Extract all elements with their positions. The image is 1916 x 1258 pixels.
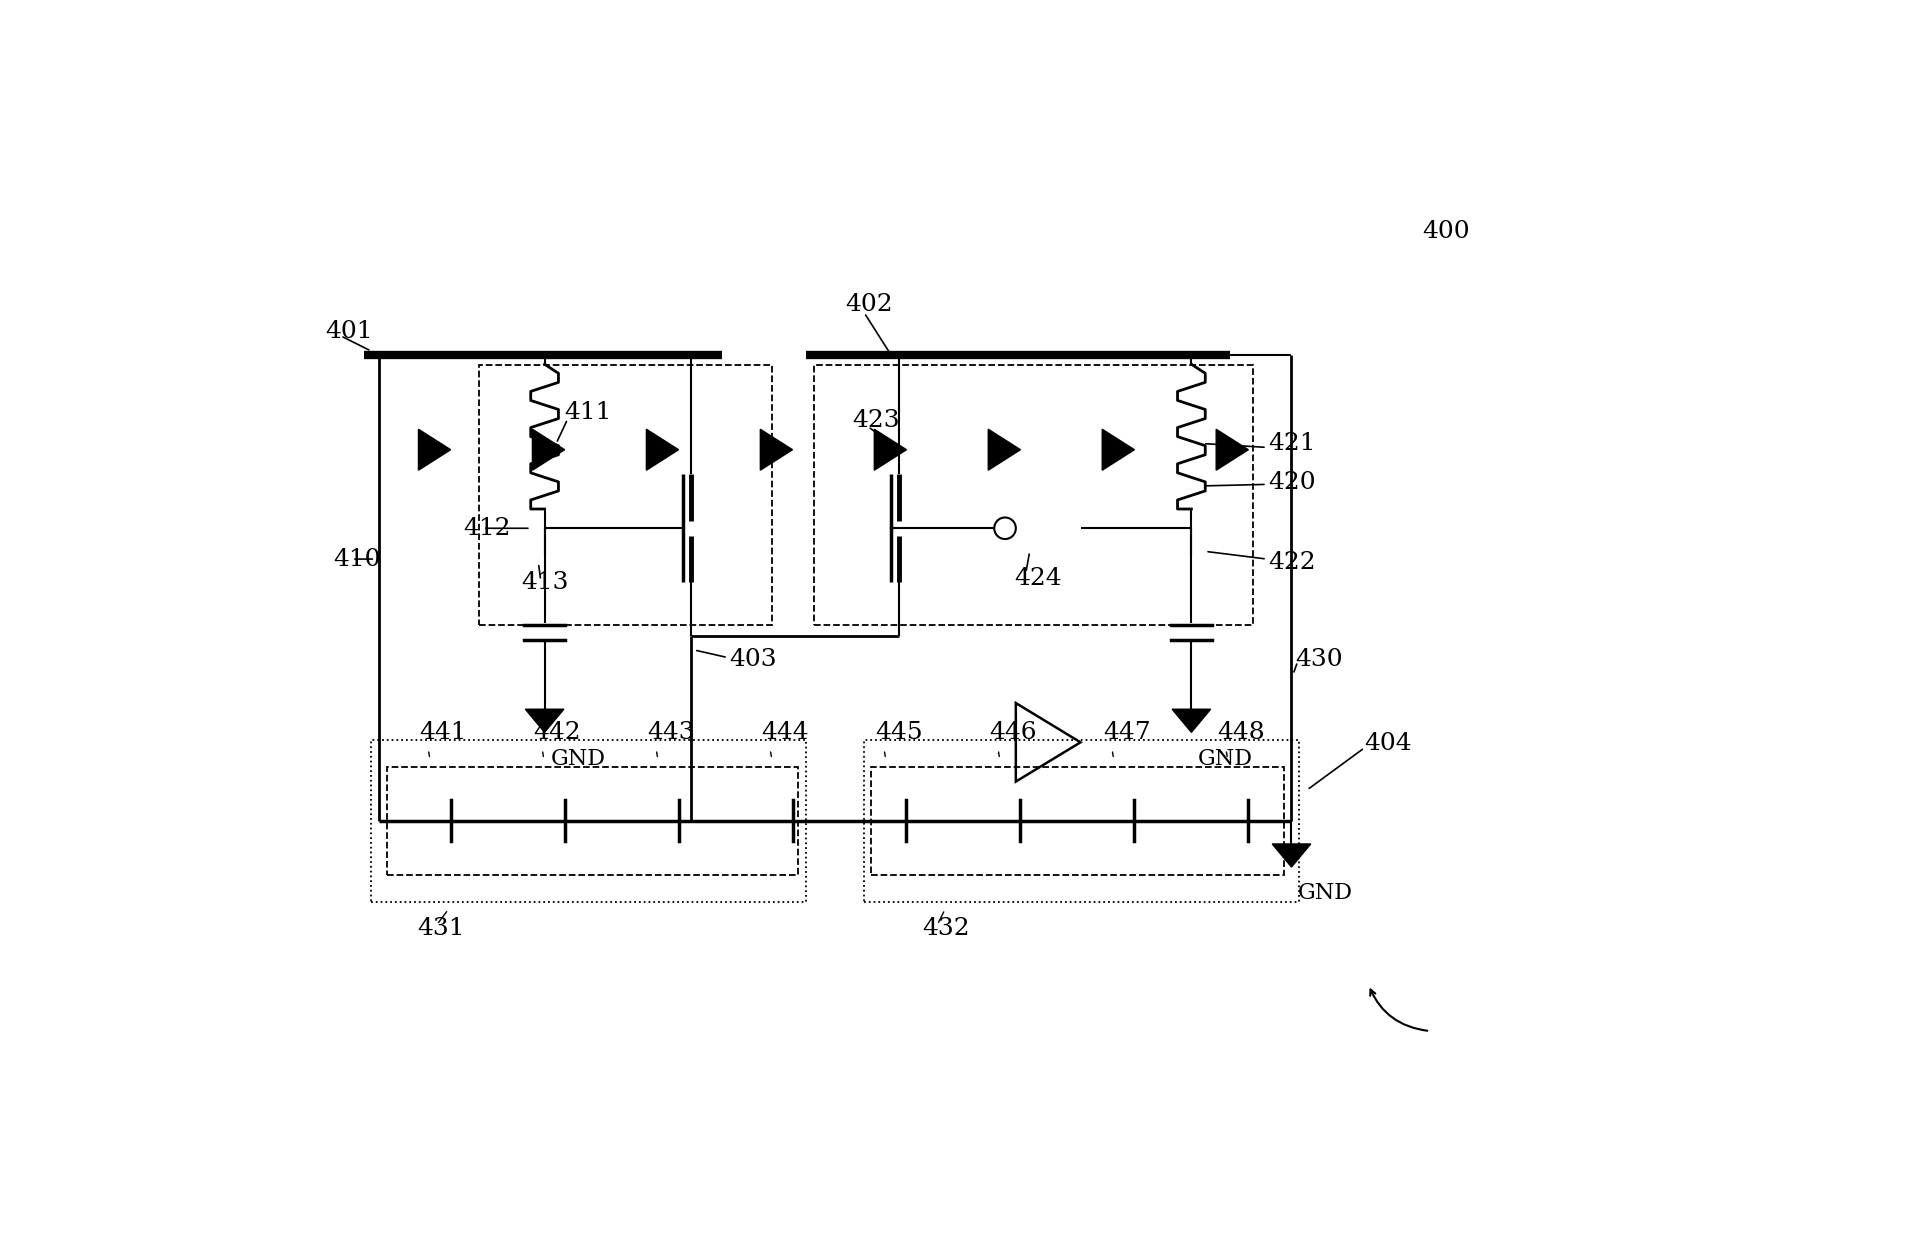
Text: 432: 432: [922, 917, 969, 940]
Polygon shape: [1173, 710, 1211, 732]
Polygon shape: [1102, 429, 1134, 470]
Bar: [864, 740, 1299, 902]
Text: 423: 423: [853, 409, 901, 431]
Text: 402: 402: [845, 293, 893, 317]
Text: 401: 401: [326, 321, 372, 343]
Polygon shape: [1272, 844, 1311, 867]
Text: 410: 410: [333, 547, 381, 571]
Polygon shape: [761, 429, 793, 470]
Polygon shape: [1015, 703, 1081, 781]
Polygon shape: [525, 710, 563, 732]
Text: 444: 444: [761, 721, 809, 743]
Text: 404: 404: [1364, 732, 1412, 755]
Polygon shape: [646, 429, 678, 470]
Text: 411: 411: [563, 401, 611, 424]
Text: 442: 442: [533, 721, 581, 743]
Text: 431: 431: [418, 917, 466, 940]
Bar: [814, 365, 1253, 624]
Polygon shape: [1217, 429, 1249, 470]
Text: 441: 441: [420, 721, 468, 743]
Text: 413: 413: [521, 571, 569, 594]
Text: 430: 430: [1295, 648, 1343, 671]
Bar: [387, 767, 799, 874]
Text: 420: 420: [1268, 470, 1316, 493]
Bar: [479, 365, 772, 624]
Text: 400: 400: [1422, 220, 1470, 243]
Polygon shape: [874, 429, 906, 470]
Bar: [872, 767, 1284, 874]
Polygon shape: [989, 429, 1021, 470]
Text: 445: 445: [876, 721, 922, 743]
Text: 443: 443: [648, 721, 696, 743]
Text: 447: 447: [1104, 721, 1150, 743]
Polygon shape: [533, 429, 565, 470]
Text: GND: GND: [1297, 882, 1353, 905]
Text: 448: 448: [1217, 721, 1265, 743]
Text: 424: 424: [1014, 567, 1061, 590]
Text: 422: 422: [1268, 551, 1316, 575]
Text: 446: 446: [989, 721, 1037, 743]
Text: 421: 421: [1268, 431, 1316, 455]
Bar: [372, 740, 807, 902]
Text: GND: GND: [550, 747, 605, 770]
Text: 403: 403: [730, 648, 778, 671]
Polygon shape: [418, 429, 450, 470]
Text: 412: 412: [464, 517, 512, 540]
Text: GND: GND: [1198, 747, 1253, 770]
